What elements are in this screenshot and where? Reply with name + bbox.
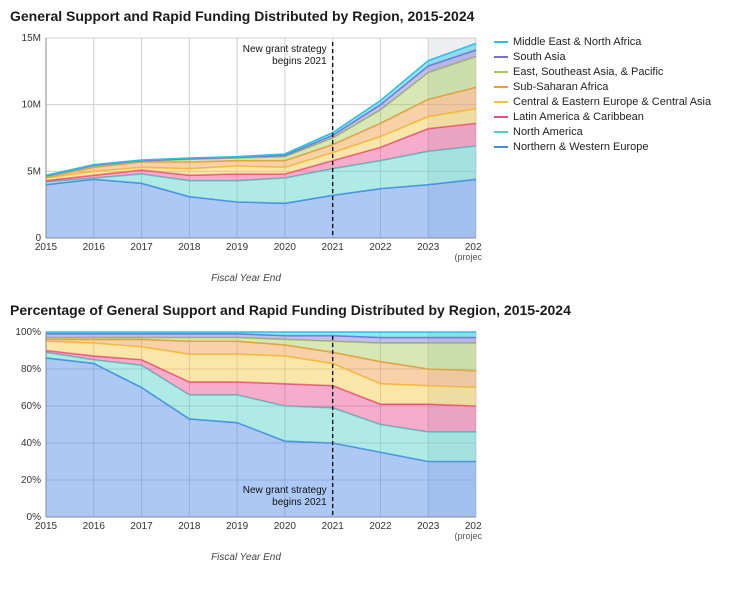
legend-label: Northern & Western Europe [513, 141, 649, 153]
svg-text:2018: 2018 [178, 242, 201, 253]
svg-text:2015: 2015 [35, 521, 58, 532]
legend-label: East, Southeast Asia, & Pacific [513, 66, 663, 78]
legend-item: Sub-Saharan Africa [494, 81, 711, 93]
chart-1-plot-wrap: USD Distributed 05M10M15M201520162017201… [10, 30, 482, 284]
svg-text:begins 2021: begins 2021 [272, 497, 327, 508]
svg-text:2017: 2017 [130, 521, 153, 532]
legend-swatch [494, 56, 508, 58]
chart-2-title: Percentage of General Support and Rapid … [10, 302, 729, 318]
svg-text:2020: 2020 [274, 521, 297, 532]
legend-item: South Asia [494, 51, 711, 63]
legend-swatch [494, 101, 508, 103]
legend-label: Central & Eastern Europe & Central Asia [513, 96, 711, 108]
legend-item: Central & Eastern Europe & Central Asia [494, 96, 711, 108]
chart-1: General Support and Rapid Funding Distri… [10, 8, 729, 284]
chart-2-plot-wrap: USD Distributed 0%20%40%60%80%100%201520… [10, 324, 482, 563]
legend-label: Middle East & North Africa [513, 36, 641, 48]
legend-item: Northern & Western Europe [494, 141, 711, 153]
svg-text:New grant strategy: New grant strategy [243, 485, 327, 496]
svg-text:5M: 5M [27, 166, 41, 177]
chart-1-svg: 05M10M15M2015201620172018201920202021202… [10, 30, 482, 266]
chart-2: Percentage of General Support and Rapid … [10, 302, 729, 563]
svg-text:2016: 2016 [83, 242, 106, 253]
legend-swatch [494, 116, 508, 118]
svg-text:2018: 2018 [178, 521, 201, 532]
svg-text:2016: 2016 [83, 521, 106, 532]
svg-text:40%: 40% [21, 438, 41, 449]
svg-text:2023: 2023 [417, 242, 440, 253]
legend-label: Latin America & Caribbean [513, 111, 644, 123]
svg-text:2019: 2019 [226, 521, 249, 532]
chart-2-svg: 0%20%40%60%80%100%2015201620172018201920… [10, 324, 482, 545]
svg-text:2015: 2015 [35, 242, 58, 253]
legend-label: Sub-Saharan Africa [513, 81, 608, 93]
svg-text:New grant strategy: New grant strategy [243, 44, 327, 55]
legend-label: North America [513, 126, 583, 138]
legend-item: Latin America & Caribbean [494, 111, 711, 123]
legend-item: Middle East & North Africa [494, 36, 711, 48]
chart-2-xlabel: Fiscal Year End [10, 552, 482, 563]
svg-text:20%: 20% [21, 475, 41, 486]
svg-text:2020: 2020 [274, 242, 297, 253]
legend-swatch [494, 41, 508, 43]
legend-item: North America [494, 126, 711, 138]
svg-text:2021: 2021 [322, 242, 345, 253]
svg-text:10M: 10M [22, 100, 41, 111]
chart-1-legend: Middle East & North Africa South Asia East… [494, 30, 711, 156]
chart-1-xlabel: Fiscal Year End [10, 273, 482, 284]
svg-text:100%: 100% [15, 327, 41, 338]
svg-text:60%: 60% [21, 401, 41, 412]
svg-text:(projected): (projected) [454, 252, 482, 262]
svg-text:(projected): (projected) [454, 531, 482, 541]
svg-text:2017: 2017 [130, 242, 153, 253]
chart-1-title: General Support and Rapid Funding Distri… [10, 8, 729, 24]
legend-item: East, Southeast Asia, & Pacific [494, 66, 711, 78]
legend-swatch [494, 131, 508, 133]
svg-text:2021: 2021 [322, 521, 345, 532]
svg-text:15M: 15M [22, 33, 41, 44]
svg-text:2022: 2022 [369, 242, 392, 253]
svg-text:80%: 80% [21, 364, 41, 375]
legend-label: South Asia [513, 51, 566, 63]
svg-text:2019: 2019 [226, 242, 249, 253]
legend-swatch [494, 86, 508, 88]
svg-text:2023: 2023 [417, 521, 440, 532]
svg-text:begins 2021: begins 2021 [272, 56, 327, 67]
legend-swatch [494, 146, 508, 148]
legend-swatch [494, 71, 508, 73]
svg-text:2022: 2022 [369, 521, 392, 532]
